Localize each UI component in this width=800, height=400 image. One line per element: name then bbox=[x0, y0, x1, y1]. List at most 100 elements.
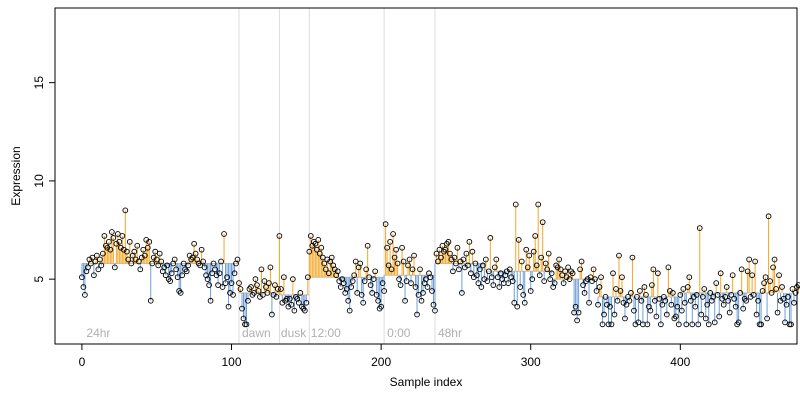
expression-point bbox=[406, 256, 413, 263]
expression-point bbox=[496, 284, 503, 290]
expression-point bbox=[536, 272, 543, 279]
expression-point bbox=[593, 288, 600, 294]
expression-point bbox=[472, 260, 479, 267]
expression-point bbox=[723, 284, 730, 290]
expression-point bbox=[641, 284, 648, 290]
expression-point bbox=[770, 264, 776, 271]
expression-point bbox=[321, 260, 328, 267]
expression-point bbox=[505, 280, 512, 286]
expression-point bbox=[100, 250, 106, 257]
expression-point bbox=[614, 297, 621, 304]
expression-point bbox=[533, 262, 540, 269]
expression-point bbox=[562, 268, 568, 275]
expression-point bbox=[80, 284, 87, 290]
group-label: dusk bbox=[281, 326, 307, 340]
expression-point bbox=[312, 240, 319, 247]
x-tick-label: 200 bbox=[371, 355, 391, 369]
expression-point bbox=[628, 290, 634, 296]
expression-point bbox=[643, 292, 649, 298]
expression-point bbox=[297, 290, 304, 296]
expression-point bbox=[414, 311, 420, 318]
x-tick-label: 400 bbox=[670, 355, 690, 369]
expression-point bbox=[447, 250, 453, 257]
expression-point bbox=[237, 286, 244, 292]
expression-point bbox=[795, 282, 800, 288]
expression-point bbox=[791, 299, 797, 306]
expression-point bbox=[243, 321, 250, 328]
group-label: 24hr bbox=[86, 326, 110, 340]
expression-point bbox=[580, 282, 586, 288]
expression-point bbox=[668, 301, 675, 308]
expression-point bbox=[575, 309, 582, 316]
expression-point bbox=[547, 276, 554, 283]
expression-point bbox=[535, 201, 542, 208]
expression-point bbox=[125, 256, 132, 263]
expression-point bbox=[559, 272, 565, 279]
expression-point bbox=[255, 288, 262, 294]
expression-point bbox=[236, 280, 242, 286]
expression-point bbox=[95, 266, 102, 273]
expression-point bbox=[494, 274, 501, 281]
expression-point bbox=[488, 274, 495, 281]
expression-point bbox=[662, 297, 669, 304]
expression-point bbox=[303, 299, 310, 306]
expression-point bbox=[363, 266, 370, 273]
expression-point bbox=[459, 290, 465, 296]
expression-point bbox=[141, 252, 148, 259]
expression-point bbox=[424, 284, 431, 290]
expression-point bbox=[605, 321, 612, 328]
expression-point bbox=[97, 256, 103, 263]
expression-point bbox=[776, 272, 782, 279]
expression-point bbox=[111, 264, 118, 271]
expression-point bbox=[420, 290, 426, 296]
expression-point bbox=[711, 319, 718, 326]
expression-point bbox=[375, 297, 381, 304]
expression-point bbox=[520, 292, 527, 298]
expression-point bbox=[560, 280, 567, 286]
expression-point bbox=[669, 290, 676, 296]
expression-point bbox=[474, 272, 480, 279]
expression-point bbox=[207, 297, 214, 304]
expression-point bbox=[773, 286, 779, 292]
expression-point bbox=[177, 290, 184, 296]
expression-point bbox=[511, 299, 518, 306]
expression-point bbox=[210, 260, 217, 267]
expression-point bbox=[430, 301, 437, 308]
group-labels: 24hr dawn dusk 12:00 0:00 48hr bbox=[86, 326, 462, 340]
expression-point bbox=[541, 278, 548, 284]
expression-point bbox=[693, 292, 700, 298]
expression-point bbox=[388, 266, 395, 273]
expression-point bbox=[397, 282, 404, 288]
expression-point bbox=[128, 260, 135, 267]
expression-point bbox=[89, 254, 96, 261]
expression-point bbox=[106, 238, 112, 245]
expression-point bbox=[530, 248, 537, 255]
expression-point bbox=[732, 303, 739, 310]
expression-point bbox=[677, 292, 684, 298]
expression-point bbox=[281, 274, 287, 281]
expression-point bbox=[79, 274, 85, 281]
expression-point bbox=[701, 286, 708, 292]
expression-point bbox=[369, 290, 375, 296]
expression-point bbox=[465, 262, 471, 269]
expression-point bbox=[400, 258, 407, 265]
expression-point bbox=[678, 307, 685, 314]
expression-point bbox=[222, 280, 229, 286]
expression-point bbox=[617, 288, 624, 294]
expression-point bbox=[209, 270, 215, 277]
expression-point bbox=[577, 266, 583, 273]
expression-point bbox=[626, 297, 633, 304]
expression-point bbox=[466, 238, 473, 245]
expression-point bbox=[147, 297, 154, 304]
x-axis-label: Sample index bbox=[390, 375, 463, 389]
expression-point bbox=[272, 282, 278, 288]
expression-point bbox=[782, 319, 788, 326]
expression-point bbox=[192, 250, 199, 257]
expression-point bbox=[319, 254, 326, 261]
expression-point bbox=[403, 278, 410, 284]
expression-point bbox=[372, 268, 378, 275]
expression-point bbox=[650, 266, 657, 273]
expression-point bbox=[445, 238, 452, 245]
expression-point bbox=[92, 258, 99, 265]
expression-point bbox=[659, 301, 666, 308]
